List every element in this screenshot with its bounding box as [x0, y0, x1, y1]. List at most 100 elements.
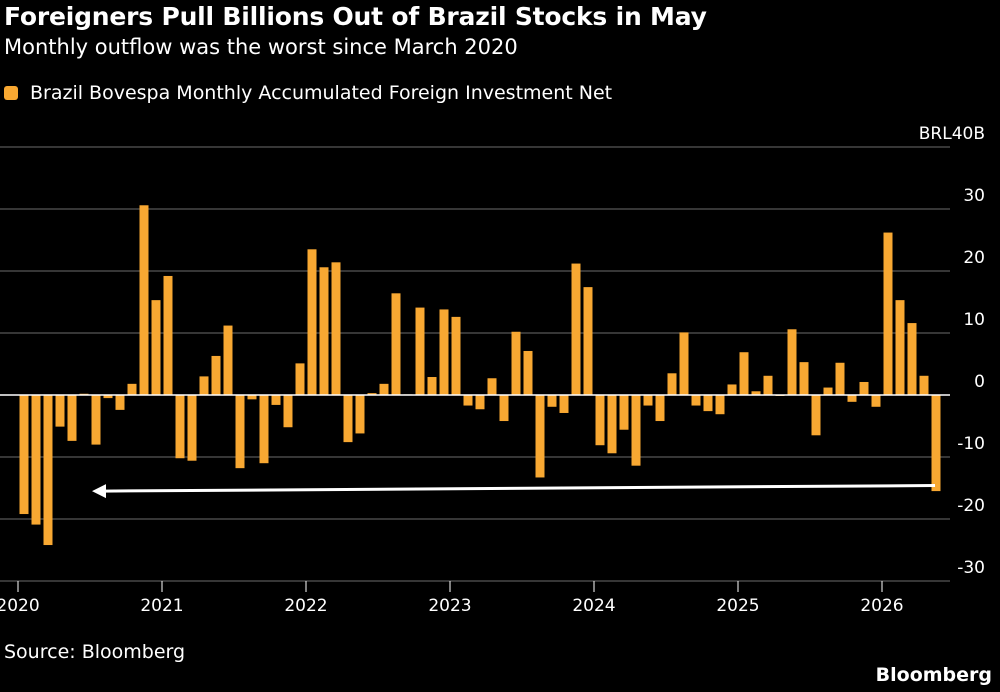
y-tick-label: 30 — [963, 186, 985, 206]
legend-label: Brazil Bovespa Monthly Accumulated Forei… — [30, 82, 613, 104]
bar — [499, 395, 509, 422]
bar — [619, 395, 629, 430]
bar — [463, 395, 473, 406]
x-tick-label: 2026 — [860, 596, 903, 616]
x-tick-label: 2020 — [0, 596, 40, 616]
bar — [631, 395, 641, 466]
source-note: Source: Bloomberg — [4, 641, 186, 663]
bar — [127, 383, 137, 395]
bar — [523, 350, 533, 395]
bar — [115, 395, 125, 410]
bar — [751, 391, 761, 395]
bar — [535, 395, 545, 478]
bar — [823, 387, 833, 395]
y-tick-label: 20 — [963, 248, 985, 268]
bar — [799, 362, 809, 395]
bar — [907, 323, 917, 395]
annotation-layer — [92, 484, 936, 499]
bar — [919, 375, 929, 395]
y-tick-label: -20 — [957, 496, 985, 516]
bar — [307, 249, 317, 395]
bar — [835, 362, 845, 395]
bar — [151, 300, 161, 395]
bar — [139, 205, 149, 395]
legend-swatch-icon — [4, 86, 18, 100]
x-tick-label: 2022 — [284, 596, 327, 616]
bar — [571, 263, 581, 395]
y-tick-label: -30 — [957, 558, 985, 578]
bar — [331, 262, 341, 395]
bar — [211, 355, 221, 395]
bar — [439, 309, 449, 395]
bar — [703, 395, 713, 412]
bar — [319, 267, 329, 395]
bar — [427, 377, 437, 395]
bar — [727, 384, 737, 395]
bar — [487, 378, 497, 395]
bar — [763, 375, 773, 395]
bar — [511, 331, 521, 395]
bar — [67, 395, 77, 441]
bar — [91, 395, 101, 445]
bar — [343, 395, 353, 443]
bar — [367, 393, 377, 395]
bar — [739, 352, 749, 395]
bar — [283, 395, 293, 428]
bar — [595, 395, 605, 446]
x-tick-label: 2021 — [140, 596, 183, 616]
y-tick-label: BRL40B — [919, 124, 985, 144]
bar — [655, 395, 665, 422]
bar — [43, 395, 53, 546]
bar — [871, 395, 881, 407]
bar — [391, 293, 401, 395]
x-tick-label: 2024 — [572, 596, 615, 616]
x-tick-label: 2025 — [716, 596, 759, 616]
bar — [643, 395, 653, 406]
bar — [883, 232, 893, 395]
bar — [163, 275, 173, 395]
bar — [259, 395, 269, 464]
bar — [271, 395, 281, 405]
bar — [247, 395, 257, 400]
x-tick-label: 2023 — [428, 596, 471, 616]
bar — [895, 300, 905, 395]
bar — [451, 316, 461, 395]
y-tick-label: 0 — [974, 372, 985, 392]
bar — [19, 395, 29, 515]
bar — [175, 395, 185, 459]
bar — [31, 395, 41, 525]
bar — [103, 395, 113, 399]
bar — [379, 383, 389, 395]
bar — [187, 395, 197, 461]
bar — [415, 307, 425, 395]
bar — [859, 381, 869, 395]
y-tick-label: 10 — [963, 310, 985, 330]
bar — [559, 395, 569, 413]
bar — [811, 395, 821, 436]
bar — [235, 395, 245, 469]
bar — [847, 395, 857, 402]
bar — [667, 373, 677, 395]
bar — [691, 395, 701, 406]
chart-legend: Brazil Bovespa Monthly Accumulated Forei… — [4, 82, 612, 104]
bar — [295, 363, 305, 395]
axis-layer: BRL40B 30 20 10 0 -10 -20 -30 2020 2021 2022 2023 20… — [0, 124, 985, 616]
chart-subtitle: Monthly outflow was the worst since Marc… — [4, 35, 518, 59]
bar — [787, 329, 797, 395]
bar — [607, 395, 617, 454]
bar — [547, 395, 557, 407]
bar — [355, 395, 365, 434]
bar — [55, 395, 65, 427]
annotation-arrow-head-icon — [92, 484, 106, 499]
bar-layer — [19, 205, 941, 546]
bar — [931, 395, 941, 492]
brand-logo: Bloomberg — [875, 664, 992, 686]
y-tick-label: -10 — [957, 434, 985, 454]
chart-title: Foreigners Pull Billions Out of Brazil S… — [4, 2, 707, 31]
bar — [475, 395, 485, 410]
bar — [223, 325, 233, 395]
bar — [199, 376, 209, 395]
bar — [715, 395, 725, 415]
bar — [679, 332, 689, 395]
